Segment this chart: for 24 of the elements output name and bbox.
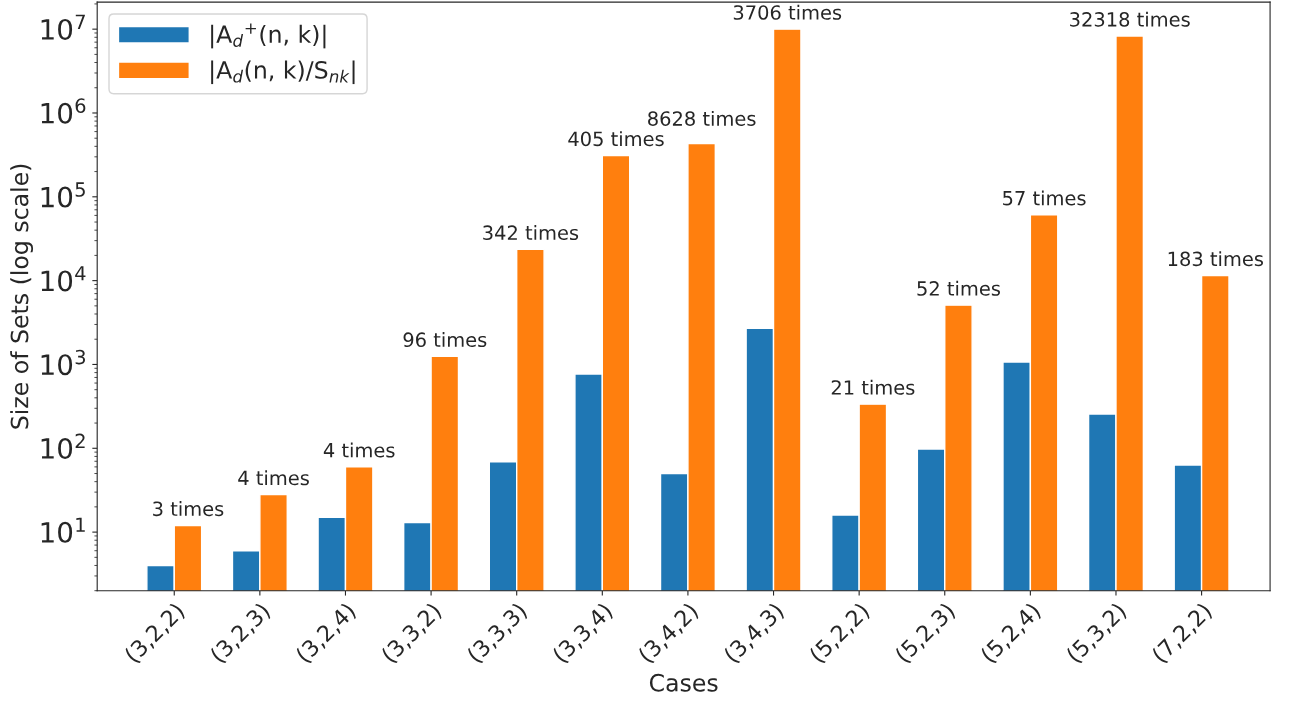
y-tick-label: 10$^{3}$ — [41, 349, 86, 376]
annotation: 32318 times — [1070, 11, 1190, 27]
annotation: 4 times — [238, 470, 309, 486]
annotation: 8628 times — [648, 110, 756, 126]
annotation: 21 times — [831, 379, 915, 395]
annotation: 183 times — [1168, 251, 1264, 267]
annotation: 4 times — [323, 442, 395, 458]
annotation: 96 times — [403, 332, 487, 348]
y-tick-label: 10$^{7}$ — [41, 14, 85, 40]
annotation: 52 times — [917, 280, 1000, 296]
annotation: 405 times — [568, 131, 664, 147]
legend-label: |A$_{d}$$^{+}$(n, k)| — [211, 23, 326, 49]
annotation: 3 times — [153, 501, 224, 517]
annotation: 342 times — [483, 225, 579, 241]
x-axis-title: Cases — [649, 673, 718, 692]
annotation: 57 times — [1003, 190, 1086, 206]
y-tick-label: 10$^{1}$ — [41, 517, 85, 543]
y-axis-title: Size of Sets (log scale) — [10, 164, 34, 429]
annotation: 3706 times — [733, 4, 842, 20]
y-tick-label: 10$^{5}$ — [41, 182, 85, 208]
y-tick-label: 10$^{6}$ — [41, 98, 86, 124]
y-tick-label: 10$^{2}$ — [41, 433, 85, 460]
legend-label: |A$_{d}$(n, k)/S$_{nk}$| — [211, 60, 355, 85]
y-tick-label: 10$^{4}$ — [41, 266, 86, 292]
